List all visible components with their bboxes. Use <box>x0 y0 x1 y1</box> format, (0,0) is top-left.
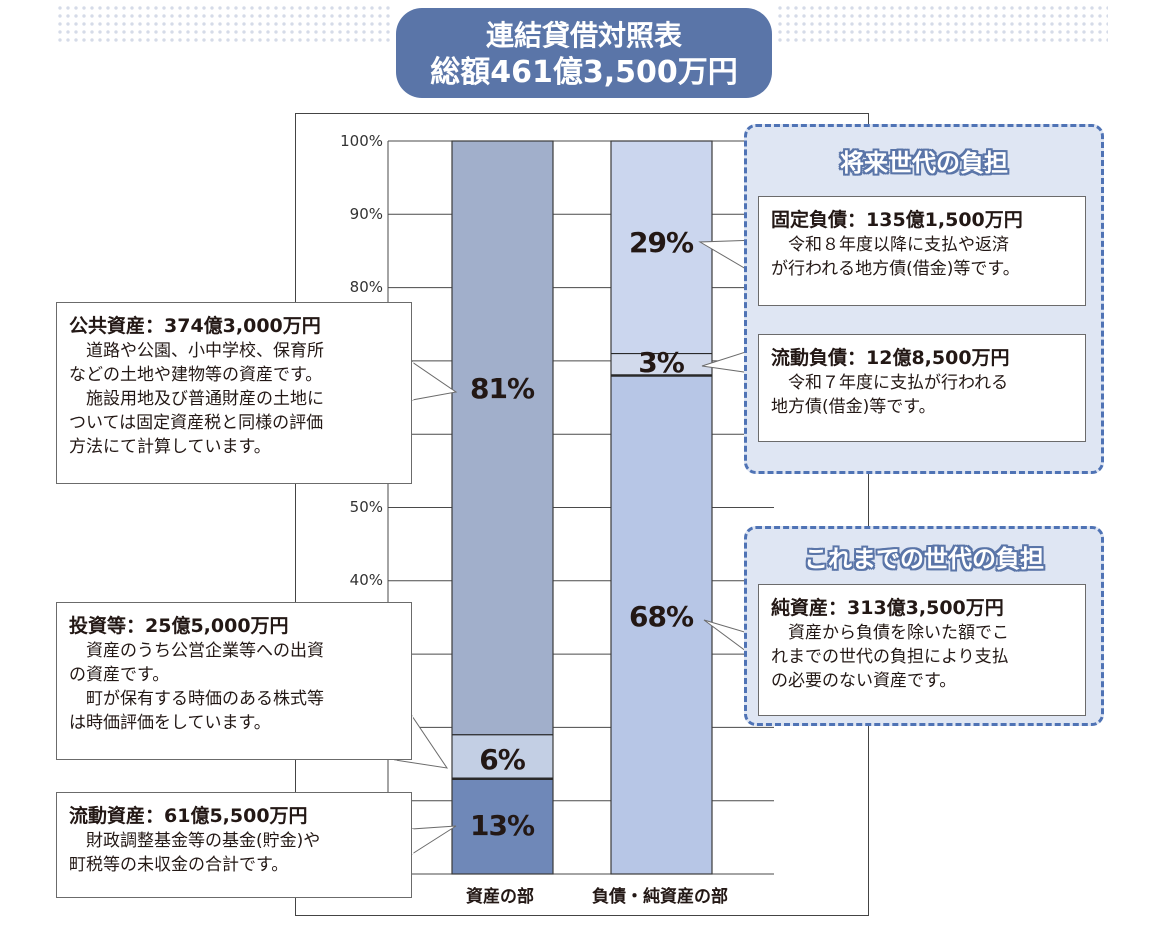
y-tick-label: 90% <box>349 205 383 223</box>
callout-heading: 公共資産：374億3,000万円 <box>69 315 321 337</box>
callout-body: 道路や公園、小中学校、保育所 などの土地や建物等の資産です。 施設用地及び普通財… <box>69 341 324 457</box>
callout-body: 令和８年度以降に支払や返済 が行われる地方債(借金)等です。 <box>771 235 1020 279</box>
net-assets-callout: 純資産：313億3,500万円 資産から負債を除いた額でこ れまでの世代の負担に… <box>758 584 1086 716</box>
y-tick-label: 50% <box>349 498 383 516</box>
past-burden-title: これまでの世代の負担 <box>804 545 1044 573</box>
bar-segment <box>611 141 712 354</box>
investments-callout: 投資等：25億5,000万円 資産のうち公営企業等への出資 の資産です。 町が保… <box>56 602 412 760</box>
callout-body: 令和７年度に支払が行われる 地方債(借金)等です。 <box>771 373 1009 417</box>
y-tick-label: 100% <box>340 132 383 150</box>
callout-pointer <box>411 825 457 855</box>
y-tick-label: 80% <box>349 278 383 296</box>
chart-title: 連結貸借対照表 <box>485 19 682 52</box>
public-assets-callout: 公共資産：374億3,000万円 道路や公園、小中学校、保育所 などの土地や建物… <box>56 302 412 484</box>
y-tick-label: 40% <box>349 571 383 589</box>
segment-label-public-assets: 81% <box>469 372 535 405</box>
title-banner: 連結貸借対照表 総額461億3,500万円 <box>396 8 772 98</box>
segment-label-investments: 6% <box>479 743 526 776</box>
bar-segment <box>611 353 712 376</box>
bar-segment <box>452 734 553 779</box>
bar-outline <box>451 140 554 875</box>
callout-heading: 純資産：313億3,500万円 <box>771 597 1004 619</box>
callout-body: 資産から負債を除いた額でこ れまでの世代の負担により支払 の必要のない資産です。 <box>771 623 1009 691</box>
callout-heading: 流動負債：12億8,500万円 <box>771 347 1010 369</box>
segment-label-current-liabilities: 3% <box>638 346 685 379</box>
header-dots-left <box>56 4 392 42</box>
callout-body: 財政調整基金等の基金(貯金)や 町税等の未収金の合計です。 <box>69 831 321 875</box>
header-dots-right <box>776 4 1108 42</box>
callout-pointer <box>411 361 458 401</box>
callout-heading: 投資等：25億5,000万円 <box>69 615 289 637</box>
segment-label-current-assets: 13% <box>469 809 535 842</box>
bar-segment <box>452 778 553 874</box>
future-burden-title: 将来世代の負担 <box>840 149 1008 177</box>
current-liabilities-callout: 流動負債：12億8,500万円 令和７年度に支払が行われる 地方債(借金)等です… <box>758 334 1086 442</box>
callout-heading: 固定負債：135億1,500万円 <box>771 209 1023 231</box>
x-category-label: 資産の部 <box>466 887 534 907</box>
current-assets-callout: 流動資産：61億5,500万円 財政調整基金等の基金(貯金)や 町税等の未収金の… <box>56 792 412 898</box>
bar-segment <box>611 375 712 874</box>
bar-outline <box>610 140 713 875</box>
callout-body: 資産のうち公営企業等への出資 の資産です。 町が保有する時価のある株式等 は時価… <box>69 641 324 733</box>
x-category-label: 負債・純資産の部 <box>592 887 728 907</box>
segment-label-fixed-liabilities: 29% <box>628 226 694 259</box>
segment-label-net-assets: 68% <box>628 600 694 633</box>
callout-heading: 流動資産：61億5,500万円 <box>69 805 308 827</box>
chart-total: 総額461億3,500万円 <box>430 55 738 90</box>
bar-segment <box>452 141 553 735</box>
fixed-liabilities-callout: 固定負債：135億1,500万円 令和８年度以降に支払や返済 が行われる地方債(… <box>758 196 1086 306</box>
